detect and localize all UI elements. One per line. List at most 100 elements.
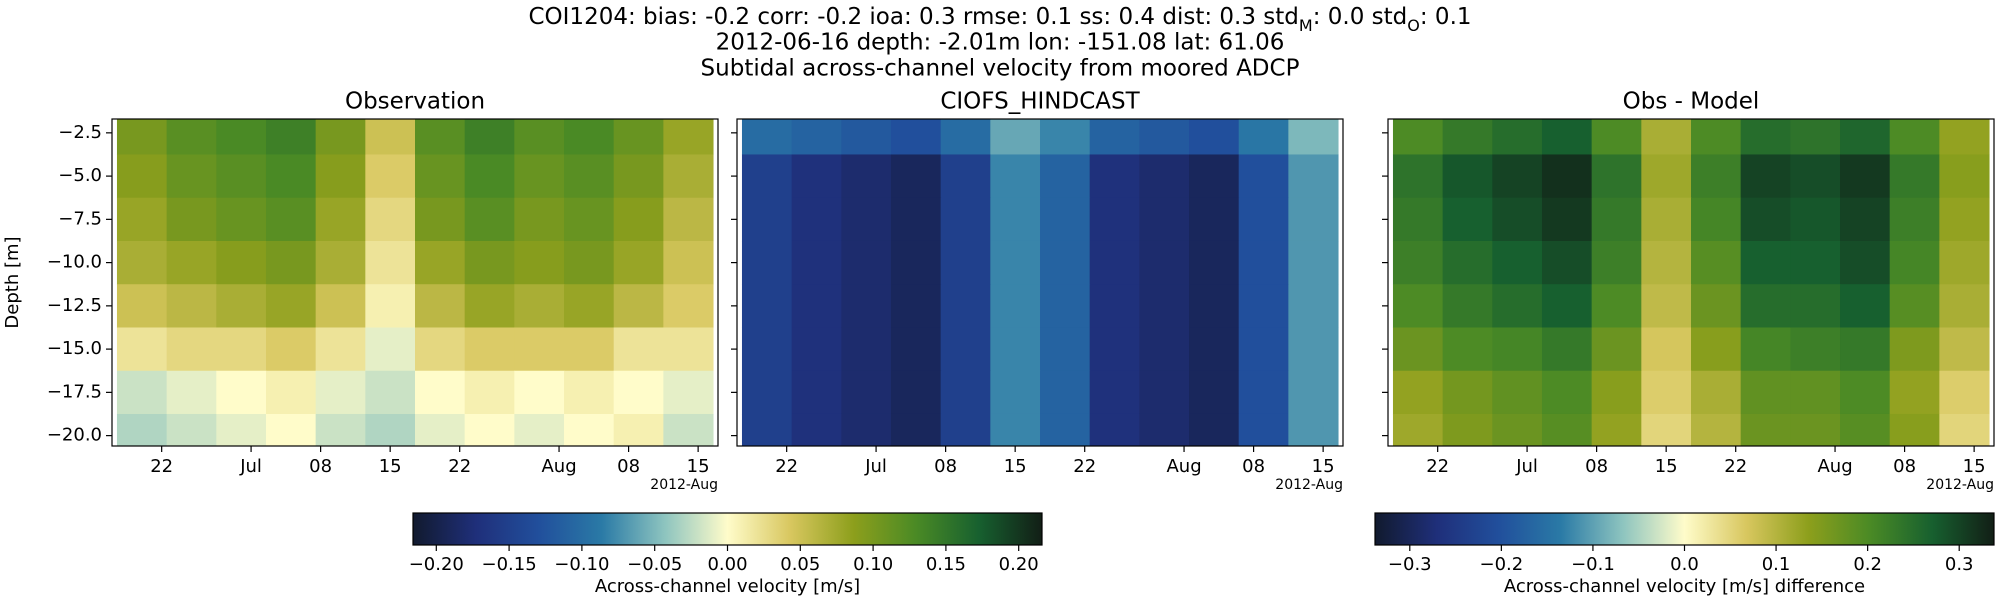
heatmap-cell [1591, 327, 1642, 372]
heatmap-cell [365, 240, 416, 285]
heatmap-cell [1740, 154, 1791, 199]
heatmap-cell [1288, 240, 1339, 285]
heatmap-cell [464, 154, 515, 199]
heatmap-cell [116, 370, 168, 415]
heatmap-cell [1790, 154, 1841, 199]
heatmap-cell [166, 154, 217, 199]
heatmap-cell [1189, 119, 1240, 155]
heatmap-cell [1541, 197, 1593, 242]
heatmap-cell [1840, 197, 1891, 242]
axes-title: Observation [345, 89, 485, 115]
heatmap-cell [1641, 370, 1692, 415]
heatmap-cell [216, 370, 267, 415]
heatmap-cell [265, 240, 317, 285]
heatmap-cell [265, 284, 317, 328]
heatmap-cell [216, 284, 267, 328]
heatmap-cell [1889, 240, 1940, 285]
heatmap-cell [1591, 240, 1642, 285]
heatmap-cell [1790, 284, 1841, 328]
heatmap-cell [1691, 327, 1742, 372]
heatmap-cell [1939, 119, 1990, 155]
heatmap-cell [741, 119, 793, 155]
heatmap-cell [791, 284, 842, 328]
heatmap-cell [613, 240, 664, 285]
heatmap-cell [1392, 119, 1444, 155]
heatmap-cell [315, 119, 366, 155]
x-tick-label: 22 [1073, 456, 1096, 477]
heatmap-cell [1591, 284, 1642, 328]
heatmap-cell [514, 284, 565, 328]
heatmap-cell [1541, 154, 1593, 199]
heatmap-cell [1040, 370, 1091, 415]
heatmap-cell [663, 197, 714, 242]
heatmap-cell [315, 284, 366, 328]
heatmap-cell [1288, 197, 1339, 242]
heatmap-cell [415, 240, 466, 285]
heatmap-cell [890, 119, 942, 155]
colorbar-tick-label: 0.00 [707, 554, 747, 575]
heatmap-cell [1288, 119, 1339, 155]
x-tick-label: Jul [1515, 456, 1538, 477]
heatmap-cell [1740, 413, 1791, 446]
x-tick-label: 08 [1242, 456, 1265, 477]
heatmap-cell [116, 119, 168, 155]
x-tick-label: 15 [1963, 456, 1986, 477]
heatmap-cell [116, 284, 168, 328]
title-subscript: M [1299, 16, 1313, 35]
heatmap-cell [791, 413, 842, 446]
heatmap-cell [1541, 119, 1593, 155]
heatmap-cell [1492, 284, 1543, 328]
heatmap-cell [1939, 197, 1990, 242]
heatmap-cell [1089, 119, 1140, 155]
heatmap-cell [1238, 413, 1289, 446]
heatmap-cell [1939, 327, 1990, 372]
heatmap-cell [1238, 154, 1289, 199]
heatmap-cell [1392, 240, 1444, 285]
heatmap-cell [564, 284, 615, 328]
heatmap-cell [1889, 370, 1940, 415]
heatmap-cells [116, 119, 714, 446]
heatmap-cell [741, 370, 793, 415]
heatmap-cell [940, 197, 991, 242]
heatmap-cell [1790, 240, 1841, 285]
colorbar-tick-label: 0.1 [1762, 554, 1791, 575]
heatmap-cell [1591, 154, 1642, 199]
x-tick-label: 22 [775, 456, 798, 477]
heatmap-cell [415, 327, 466, 372]
axes-frame [736, 118, 1344, 447]
heatmap-cell [415, 119, 466, 155]
heatmap-cell [166, 119, 217, 155]
heatmap-cell [415, 284, 466, 328]
heatmap-cell [613, 197, 664, 242]
heatmap-cell [166, 370, 217, 415]
heatmap-cell [265, 197, 317, 242]
heatmap-cell [1040, 413, 1091, 446]
heatmap-cell [1392, 327, 1444, 372]
heatmap-cell [1442, 327, 1493, 372]
colorbar-tick-label: −0.20 [409, 554, 464, 575]
heatmap-cell [514, 327, 565, 372]
heatmap-cell [791, 327, 842, 372]
heatmap-cell [216, 413, 267, 446]
heatmap-cell [315, 370, 366, 415]
y-tick-label: −12.5 [47, 295, 102, 316]
heatmap-cell [1442, 197, 1493, 242]
heatmap-cell [791, 240, 842, 285]
heatmap-cell [1189, 240, 1240, 285]
heatmap-cell [1790, 413, 1841, 446]
heatmap-cell [1889, 284, 1940, 328]
title-part: : 0.1 [1420, 4, 1472, 30]
heatmap-cell [464, 119, 515, 155]
heatmap-cell [1840, 370, 1891, 415]
heatmap-cell [990, 413, 1041, 446]
heatmap-cell [1591, 413, 1642, 446]
heatmap-cell [890, 327, 942, 372]
heatmap-cell [663, 327, 714, 372]
heatmap-cell [1392, 284, 1444, 328]
colorbar-tick-label: −0.15 [482, 554, 537, 575]
heatmap-cell [613, 413, 664, 446]
heatmap-cell [1089, 197, 1140, 242]
heatmap-cell [613, 370, 664, 415]
heatmap-cell [315, 240, 366, 285]
figure-subtitle: 2012-06-16 depth: -2.01m lon: -151.08 la… [716, 30, 1285, 56]
